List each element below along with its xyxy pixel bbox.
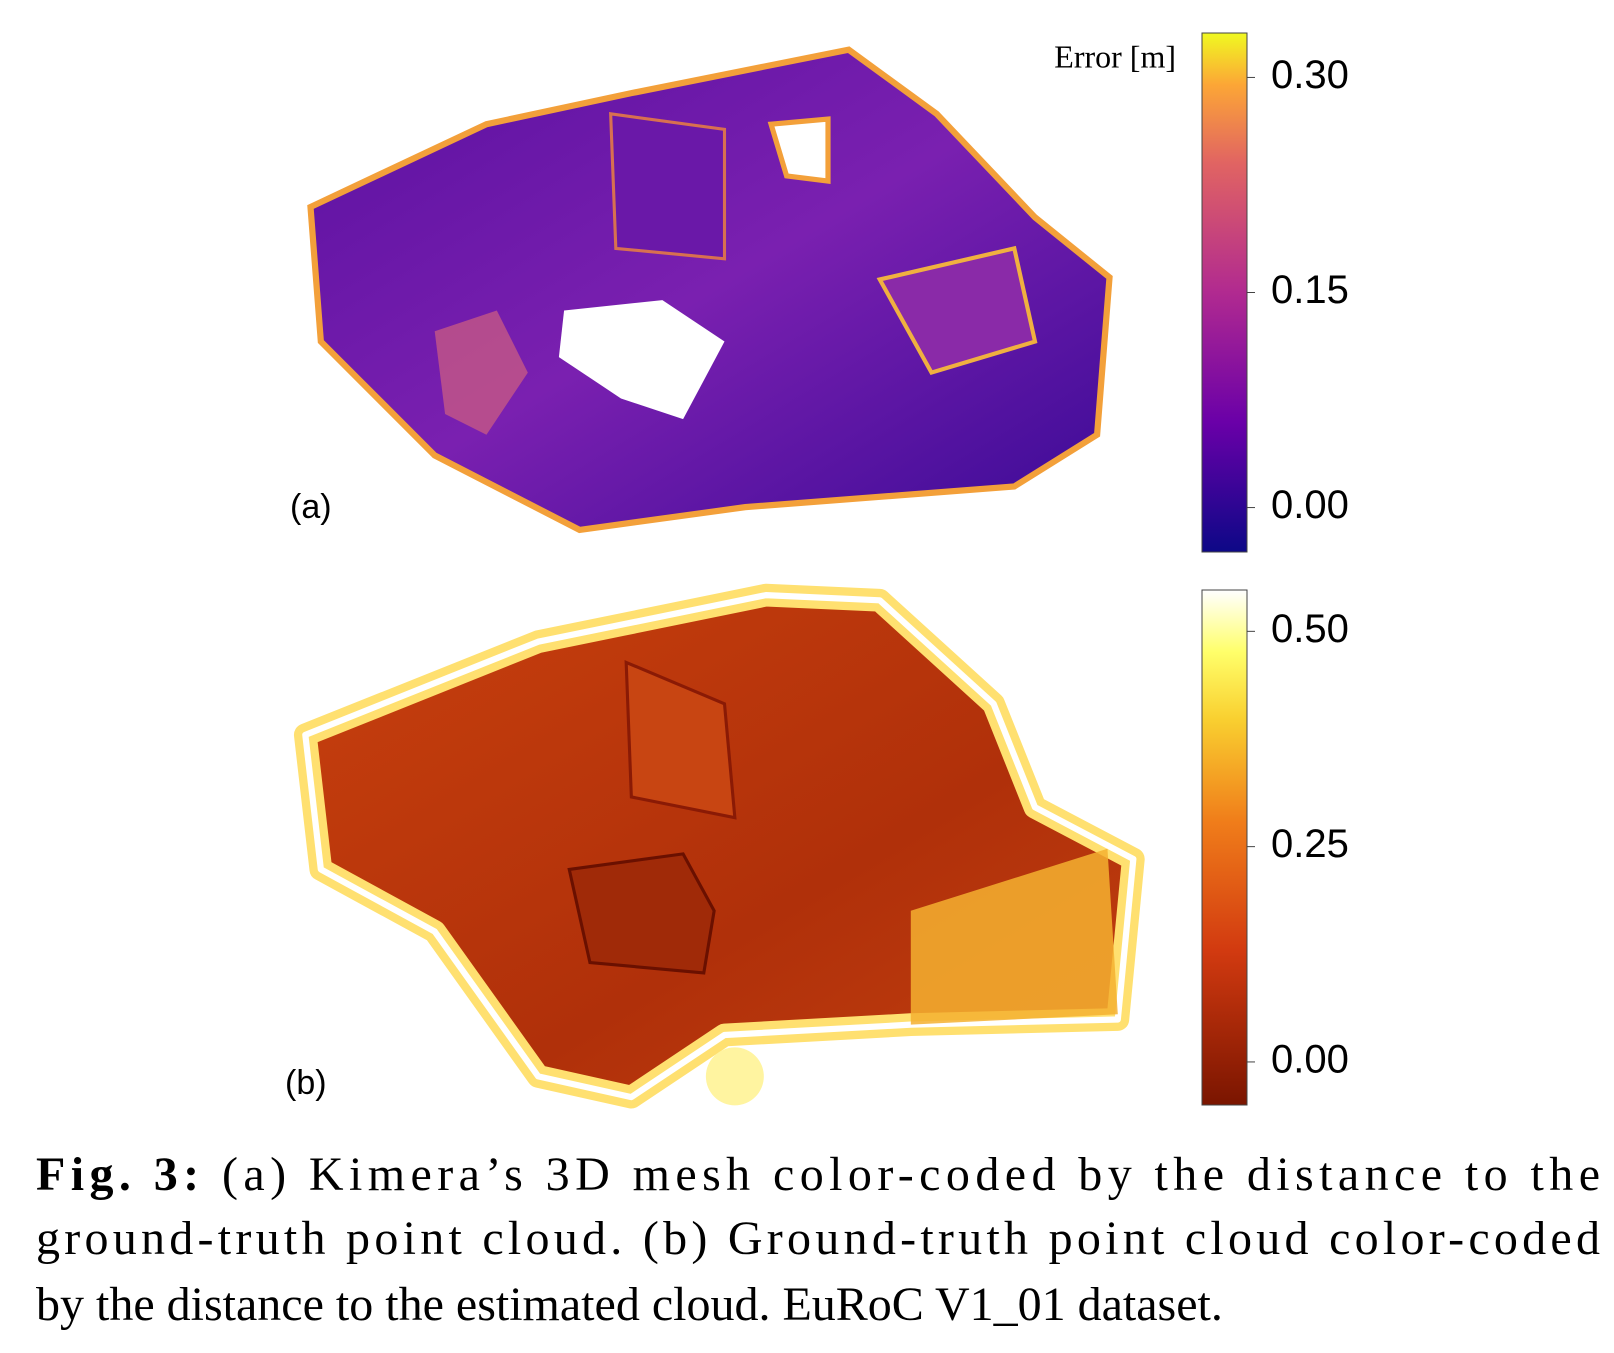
colorbar-b bbox=[1201, 589, 1248, 1106]
colorbar-tick-label: 0.00 bbox=[1271, 483, 1349, 527]
mesh-a bbox=[307, 46, 1113, 534]
caption-label: Fig. 3: bbox=[36, 1148, 199, 1201]
colorbar-tick-label: 0.30 bbox=[1271, 53, 1349, 97]
caption-line: Fig. 3: (a) Kimera’s 3D mesh color-coded… bbox=[36, 1148, 1600, 1201]
caption-text: (a) Kimera’s 3D mesh color-coded by the … bbox=[205, 1148, 1600, 1201]
panel-label: (b) bbox=[285, 1064, 327, 1102]
colorbar-a bbox=[1201, 32, 1248, 553]
panel-label: (a) bbox=[290, 488, 332, 526]
colorbar-tick-label: 0.50 bbox=[1271, 607, 1349, 651]
caption-line: ground-truth point cloud. (b) Ground-tru… bbox=[36, 1212, 1600, 1265]
cloud-b bbox=[293, 583, 1145, 1109]
colorbar-tick-label: 0.00 bbox=[1271, 1038, 1349, 1082]
colorbar-tick-label: 0.25 bbox=[1271, 822, 1349, 866]
colorbar-tick-label: 0.15 bbox=[1271, 268, 1349, 312]
colorbar-title: Error [m] bbox=[1054, 38, 1176, 74]
caption-line: by the distance to the estimated cloud. … bbox=[36, 1278, 1223, 1331]
